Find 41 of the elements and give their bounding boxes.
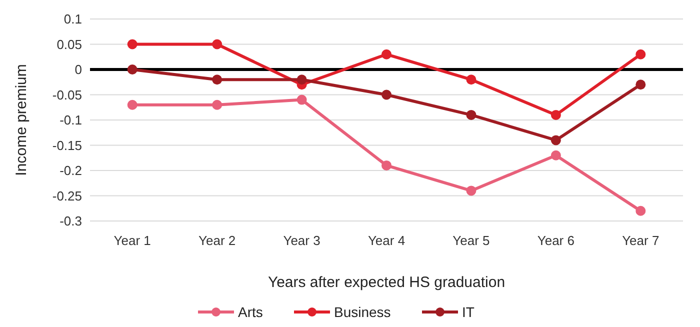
point [382, 90, 392, 100]
y-tick-label: -0.1 [60, 112, 82, 128]
point [212, 74, 222, 85]
y-tick-label: -0.15 [52, 138, 82, 153]
point [550, 135, 561, 146]
point [127, 39, 138, 50]
x-tick-label: Year 5 [452, 233, 490, 248]
y-tick-label: -0.2 [60, 163, 82, 178]
legend-label: IT [462, 304, 475, 320]
y-tick-label: -0.3 [60, 214, 82, 229]
y-tick-label: -0.05 [52, 87, 82, 102]
point [466, 186, 476, 196]
point [636, 206, 646, 216]
y-tick-label: -0.25 [52, 188, 82, 204]
point [212, 100, 222, 110]
x-tick-label: Year 1 [114, 233, 151, 248]
point [212, 39, 222, 50]
y-tick-label: 0 [74, 62, 82, 78]
point [550, 110, 561, 120]
point [636, 49, 646, 60]
legend-label: Business [334, 304, 391, 320]
x-tick-label: Year 3 [283, 233, 320, 248]
point [296, 94, 307, 105]
x-tick-label: Year 2 [198, 233, 236, 248]
point [296, 74, 307, 85]
y-axis-title: Income premium [13, 64, 30, 176]
point [382, 160, 392, 170]
x-tick-label: Year 6 [537, 233, 574, 248]
legend-label: Arts [238, 304, 263, 320]
x-tick-label: Year 7 [622, 233, 660, 248]
point [127, 64, 138, 74]
x-tick-label: Year 4 [368, 233, 406, 248]
point [550, 150, 561, 160]
point [466, 74, 476, 85]
point [466, 110, 476, 120]
point [382, 49, 392, 60]
y-tick-label: 0.05 [56, 36, 82, 52]
x-axis-title: Years after expected HS graduation [268, 274, 506, 291]
point [127, 100, 138, 110]
point [636, 80, 646, 90]
y-tick-label: 0.1 [64, 12, 82, 27]
